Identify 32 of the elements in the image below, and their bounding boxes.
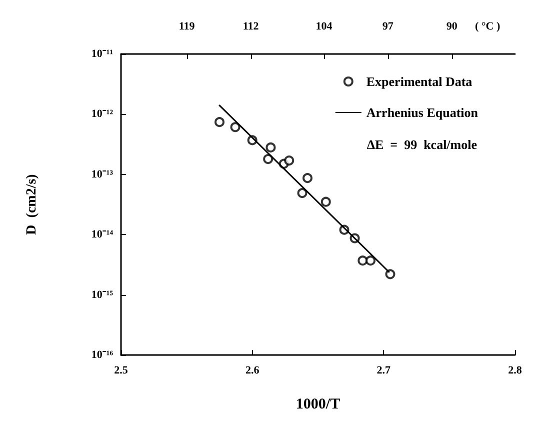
legend-label: Experimental Data xyxy=(366,74,473,89)
point xyxy=(366,256,376,266)
point xyxy=(214,117,224,128)
x2-tick-label: 90 xyxy=(446,20,458,32)
y-axis-title: D (cm2/s) xyxy=(24,174,40,235)
y-tick-label: 10⁻¹⁵ xyxy=(91,288,114,301)
point xyxy=(320,196,331,207)
x-tick-label: 2.6 xyxy=(245,364,260,376)
x-tick-label: 2.5 xyxy=(114,364,128,376)
y-tick-label: 10⁻¹² xyxy=(91,108,114,120)
annotation: ΔE = 99 kcal/mole xyxy=(366,137,478,152)
y-tick-label: 10⁻¹⁴ xyxy=(91,228,114,241)
point xyxy=(302,173,312,184)
legend-label: Arrhenius Equation xyxy=(366,105,479,120)
point xyxy=(297,188,308,198)
x2-tick-label: 104 xyxy=(316,20,333,32)
point xyxy=(266,142,276,152)
y-tick-label: 10⁻¹³ xyxy=(91,168,114,180)
point xyxy=(230,122,240,132)
x-tick-label: 2.8 xyxy=(508,364,522,376)
point xyxy=(284,156,294,166)
x-axis-title: 1000/T xyxy=(296,396,340,412)
x2-tick-label: 97 xyxy=(382,20,394,32)
point xyxy=(263,154,274,164)
y-tick-label: 10⁻¹¹ xyxy=(91,48,113,60)
point xyxy=(358,256,368,266)
x-tick-label: 2.7 xyxy=(376,364,392,376)
x2-axis-title: ( °C ) xyxy=(475,20,501,32)
y-tick-label: 10⁻¹⁶ xyxy=(91,349,114,361)
x2-tick-label: 119 xyxy=(178,20,196,32)
x2-tick-label: 112 xyxy=(242,20,260,32)
point xyxy=(385,269,396,280)
